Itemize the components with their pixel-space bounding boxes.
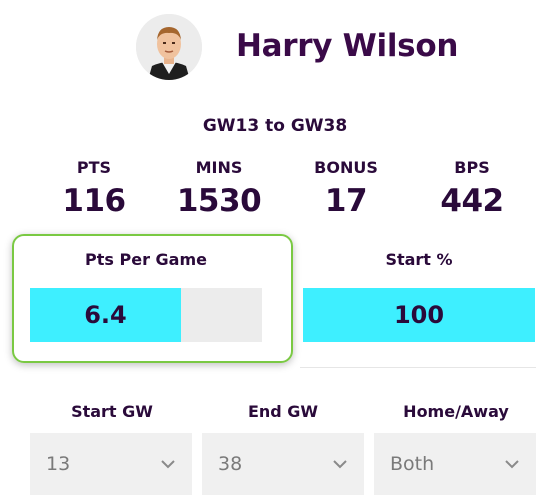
stat-value: 116	[62, 183, 126, 219]
chevron-down-icon	[505, 460, 519, 469]
pts-per-game-bar: 6.4	[30, 288, 262, 342]
end-gw-select[interactable]: 38	[202, 433, 364, 495]
start-pct-bar: 100	[303, 288, 535, 342]
stat-bps: BPS 442	[412, 158, 532, 219]
stat-value: 17	[324, 183, 368, 219]
pts-per-game-value: 6.4	[84, 301, 127, 329]
pts-per-game-highlight	[12, 234, 293, 363]
start-pct-fill	[303, 288, 535, 342]
start-gw-value: 13	[46, 453, 71, 475]
home-away-select[interactable]: Both	[374, 433, 536, 495]
stat-label: BPS	[454, 158, 490, 177]
end-gw-label: End GW	[247, 402, 319, 421]
player-avatar-icon	[136, 14, 202, 80]
pts-per-game-label: Pts Per Game	[85, 250, 207, 269]
stat-label: PTS	[76, 158, 112, 177]
stat-pts: PTS 116	[34, 158, 154, 219]
section-divider	[300, 367, 536, 368]
gameweek-range: GW13 to GW38	[202, 116, 348, 136]
stat-label: BONUS	[314, 158, 378, 177]
stat-value: 442	[440, 183, 504, 219]
home-away-label: Home/Away	[403, 402, 509, 421]
home-away-value: Both	[390, 453, 435, 475]
player-header: Harry Wilson	[0, 0, 550, 100]
end-gw-value: 38	[218, 453, 243, 475]
start-pct-label: Start %	[385, 250, 453, 269]
chevron-down-icon	[333, 460, 347, 469]
start-gw-select[interactable]: 13	[30, 433, 192, 495]
stat-label: MINS	[195, 158, 243, 177]
pts-per-game-fill	[30, 288, 181, 342]
stat-mins: MINS 1530	[159, 158, 279, 219]
stat-bonus: BONUS 17	[286, 158, 406, 219]
start-pct-value: 100	[393, 301, 445, 329]
start-gw-label: Start GW	[71, 402, 153, 421]
stat-value: 1530	[176, 183, 262, 219]
player-name: Harry Wilson	[236, 28, 459, 64]
chevron-down-icon	[161, 460, 175, 469]
